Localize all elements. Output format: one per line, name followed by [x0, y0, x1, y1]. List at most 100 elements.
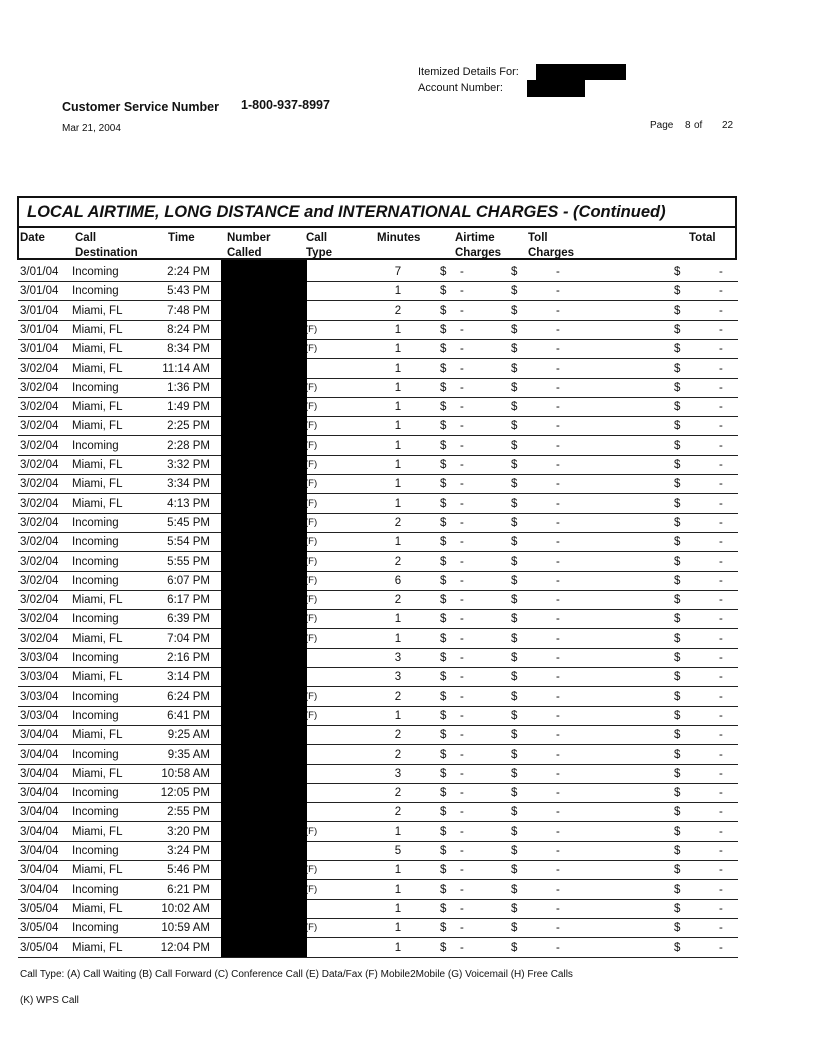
- cell-airtime-currency: $: [440, 594, 447, 607]
- cell-call-type: (F): [305, 613, 318, 625]
- cell-destination: Incoming: [72, 555, 119, 568]
- cell-date: 3/02/04: [20, 536, 59, 549]
- cell-airtime-amount: -: [460, 420, 464, 433]
- cell-toll-currency: $: [511, 516, 518, 529]
- cell-airtime-amount: -: [460, 516, 464, 529]
- col-toll: Toll Charges: [528, 231, 574, 261]
- cell-date: 3/02/04: [20, 574, 59, 587]
- cell-total-amount: -: [719, 362, 723, 375]
- cell-total-currency: $: [674, 825, 681, 838]
- cell-minutes: 1: [394, 825, 402, 838]
- table-row: 3/05/04 Miami, FL 12:04 PM 1 $ - $ - $ -: [18, 938, 738, 958]
- cell-call-type: (F): [305, 459, 318, 470]
- cell-airtime-amount: -: [460, 941, 464, 954]
- cell-total-amount: -: [719, 613, 723, 626]
- cell-time: 3:24 PM: [167, 845, 210, 857]
- cell-total-currency: $: [674, 748, 681, 761]
- cell-minutes: 1: [394, 323, 402, 336]
- cell-total-amount: -: [719, 516, 723, 529]
- cell-minutes: 3: [394, 652, 402, 664]
- cell-total-amount: -: [719, 787, 723, 800]
- cell-total-amount: -: [719, 632, 723, 645]
- table-row: 3/04/04 Incoming 12:05 PM 2 $ - $ - $ -: [18, 783, 738, 804]
- cell-toll-amount: -: [556, 401, 560, 414]
- cell-date: 3/02/04: [20, 478, 59, 491]
- cell-minutes: 2: [394, 594, 402, 607]
- cell-destination: Incoming: [72, 748, 119, 761]
- cell-total-amount: -: [719, 478, 723, 491]
- cell-minutes: 2: [394, 748, 402, 761]
- cell-date: 3/01/04: [20, 304, 59, 317]
- cell-toll-amount: -: [556, 304, 560, 317]
- cell-total-currency: $: [674, 555, 681, 568]
- cell-airtime-amount: -: [460, 439, 464, 452]
- cell-destination: Incoming: [72, 787, 119, 800]
- cell-airtime-currency: $: [440, 845, 447, 857]
- cell-time: 5:54 PM: [167, 536, 210, 549]
- cell-time: 8:24 PM: [167, 323, 210, 336]
- cell-time: 5:43 PM: [167, 285, 210, 298]
- cell-toll-currency: $: [511, 401, 518, 414]
- cell-toll-amount: -: [556, 806, 560, 819]
- table-row: 3/02/04 Incoming 5:54 PM (F) 1 $ - $ - $ -: [18, 532, 738, 553]
- cell-destination: Miami, FL: [72, 459, 123, 471]
- cell-toll-amount: -: [556, 343, 560, 356]
- cell-airtime-currency: $: [440, 555, 447, 568]
- cell-toll-currency: $: [511, 671, 518, 684]
- col-airtime-l1: Airtime: [455, 232, 495, 244]
- col-number-l1: Number: [227, 232, 271, 244]
- cell-toll-currency: $: [511, 690, 518, 703]
- table-row: 3/03/04 Incoming 2:16 PM 3 $ - $ - $ -: [18, 648, 738, 668]
- cell-total-currency: $: [674, 594, 681, 607]
- cell-destination: Incoming: [72, 652, 119, 664]
- cell-toll-currency: $: [511, 825, 518, 838]
- cell-toll-currency: $: [511, 902, 518, 915]
- cell-minutes: 7: [394, 266, 402, 278]
- redacted-numbers-called: [221, 260, 307, 957]
- cell-toll-currency: $: [511, 497, 518, 510]
- cell-toll-currency: $: [511, 709, 518, 722]
- cell-toll-amount: -: [556, 787, 560, 800]
- cell-toll-currency: $: [511, 941, 518, 954]
- table-row: 3/02/04 Miami, FL 11:14 AM 1 $ - $ - $ -: [18, 359, 738, 379]
- cell-airtime-amount: -: [460, 362, 464, 375]
- cell-total-currency: $: [674, 729, 681, 742]
- cell-minutes: 1: [394, 420, 402, 433]
- cell-airtime-currency: $: [440, 362, 447, 375]
- cell-toll-currency: $: [511, 478, 518, 491]
- table-row: 3/01/04 Incoming 2:24 PM 7 $ - $ - $ -: [18, 262, 738, 282]
- cell-minutes: 1: [394, 459, 402, 471]
- cell-airtime-currency: $: [440, 864, 447, 877]
- cell-date: 3/04/04: [20, 845, 59, 857]
- table-row: 3/02/04 Miami, FL 6:17 PM (F) 2 $ - $ - $ -: [18, 590, 738, 611]
- cell-total-currency: $: [674, 343, 681, 356]
- cell-airtime-currency: $: [440, 574, 447, 587]
- cell-time: 6:39 PM: [167, 613, 210, 626]
- col-number: Number Called: [227, 231, 270, 261]
- cell-airtime-currency: $: [440, 922, 447, 935]
- cell-airtime-currency: $: [440, 825, 447, 838]
- cell-airtime-currency: $: [440, 883, 447, 896]
- cell-date: 3/03/04: [20, 690, 59, 703]
- cell-destination: Incoming: [72, 922, 119, 935]
- cell-airtime-amount: -: [460, 883, 464, 896]
- cell-destination: Miami, FL: [72, 362, 123, 375]
- cell-airtime-amount: -: [460, 343, 464, 356]
- cell-destination: Miami, FL: [72, 343, 123, 356]
- cell-destination: Miami, FL: [72, 497, 123, 510]
- cell-airtime-amount: -: [460, 748, 464, 761]
- cell-airtime-amount: -: [460, 845, 464, 857]
- cell-total-amount: -: [719, 574, 723, 587]
- cell-airtime-amount: -: [460, 864, 464, 877]
- cell-date: 3/02/04: [20, 420, 59, 433]
- cell-toll-amount: -: [556, 922, 560, 935]
- cell-time: 7:48 PM: [167, 304, 210, 317]
- cell-time: 6:24 PM: [167, 690, 210, 703]
- cell-total-amount: -: [719, 767, 723, 780]
- cell-airtime-amount: -: [460, 787, 464, 800]
- cell-airtime-amount: -: [460, 594, 464, 607]
- cell-total-currency: $: [674, 941, 681, 954]
- cell-airtime-amount: -: [460, 574, 464, 587]
- cell-destination: Miami, FL: [72, 729, 123, 742]
- cell-minutes: 1: [394, 941, 402, 954]
